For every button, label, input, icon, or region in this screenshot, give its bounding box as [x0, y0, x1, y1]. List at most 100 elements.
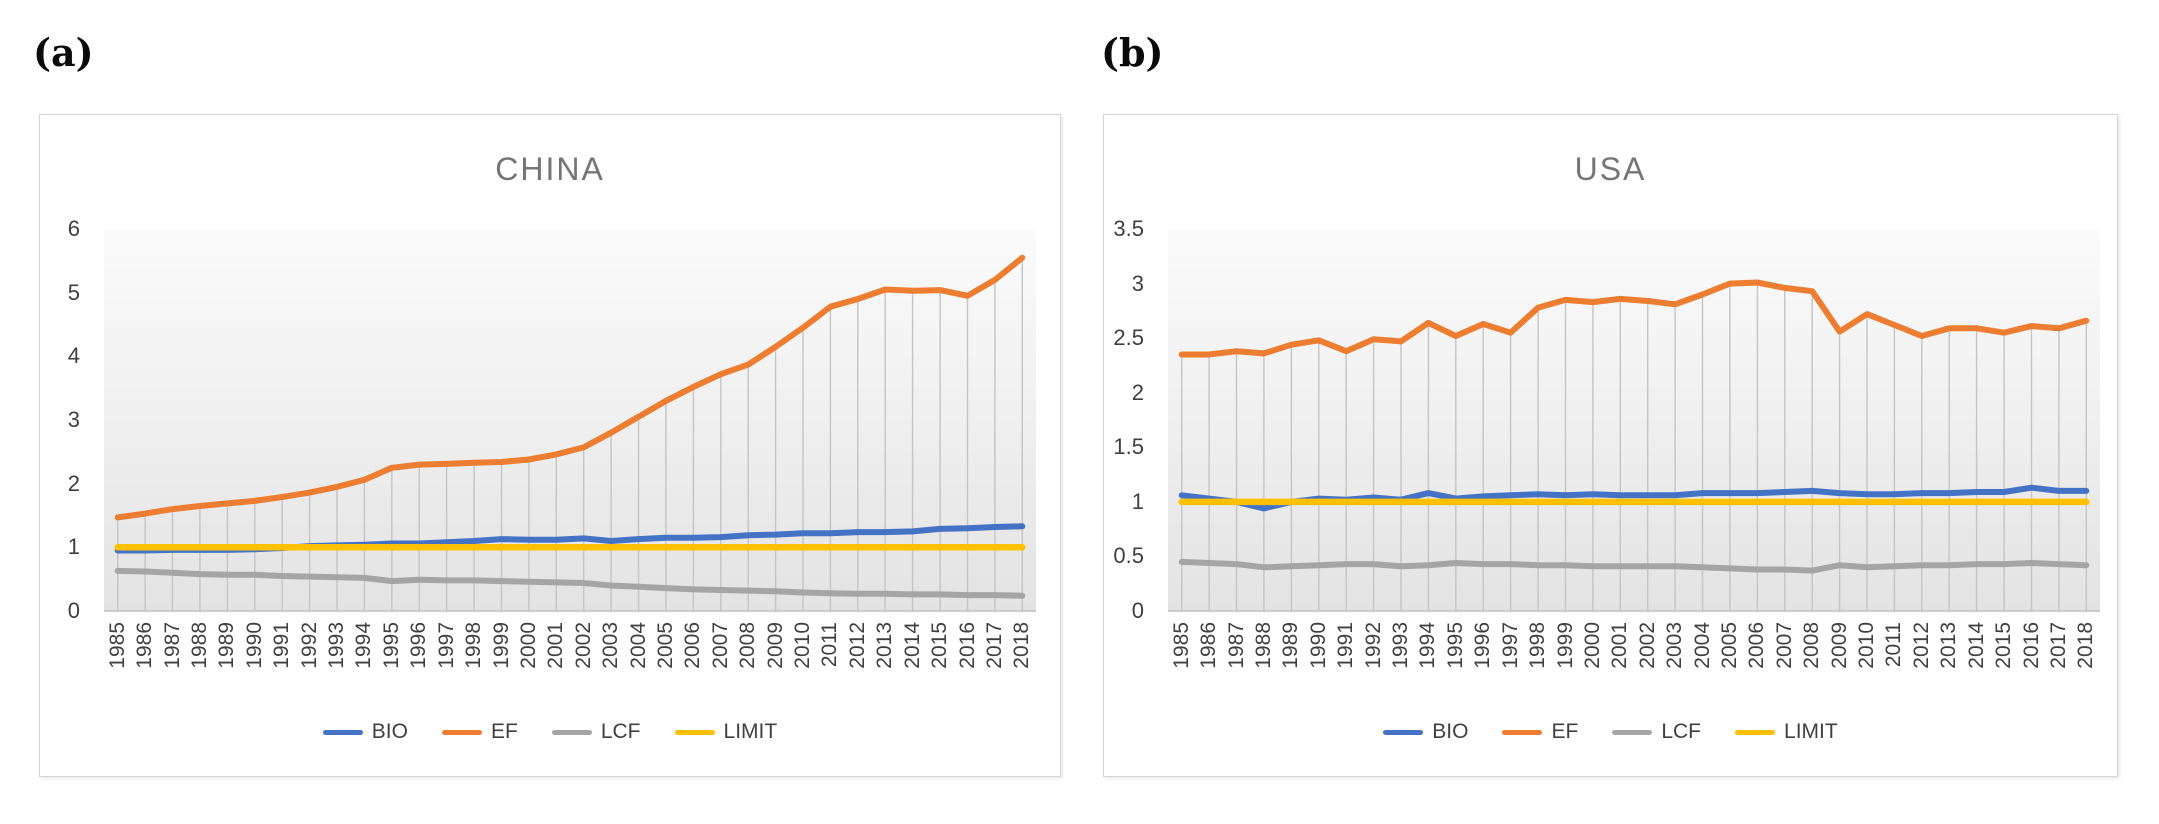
- legend-label: LCF: [1661, 720, 1702, 743]
- series-line-lcf: [114, 567, 1026, 599]
- legend-marker-limit: [1735, 729, 1776, 735]
- y-axis-label: 2: [1131, 379, 1144, 405]
- x-axis-label: 2002: [1635, 622, 1659, 669]
- x-axis-label: 1991: [1334, 622, 1358, 669]
- x-axis-label: 1998: [462, 622, 486, 669]
- series-line-ef: [114, 254, 1026, 521]
- legend-item-bio: BIO: [1383, 720, 1468, 744]
- legend-item-bio: BIO: [322, 720, 408, 744]
- y-axis-label: 4: [67, 343, 80, 369]
- x-axis-label: 2005: [1717, 622, 1741, 669]
- y-axis-label: 2.5: [1113, 325, 1144, 351]
- x-axis-label: 2011: [1882, 622, 1906, 668]
- legend-marker-ef: [1502, 729, 1543, 735]
- legend-marker-limit: [674, 729, 715, 735]
- x-axis-label: 1985: [105, 622, 129, 669]
- x-axis-label: 1985: [1169, 622, 1193, 669]
- x-axis-label: 2009: [1827, 622, 1851, 669]
- legend-china: BIO EF LCF LIMIT: [40, 715, 1060, 749]
- legend-label: EF: [490, 720, 518, 743]
- x-axis-label: 2014: [1964, 622, 1988, 669]
- x-axis-label: 2006: [1745, 622, 1769, 669]
- x-axis-label: 1986: [133, 622, 157, 669]
- x-axis-label: 1994: [1416, 622, 1440, 669]
- legend-usa: BIO EF LCF LIMIT: [1104, 715, 2117, 749]
- x-axis-label: 2008: [736, 622, 760, 669]
- legend-marker-ef: [441, 729, 482, 735]
- x-axis-label: 2004: [626, 622, 650, 669]
- panel-a-label: (a): [33, 30, 94, 75]
- x-axis-label: 1993: [1389, 622, 1412, 669]
- y-axis-label: 3: [1131, 270, 1144, 296]
- x-axis-label: 1992: [297, 622, 321, 669]
- chart-plot-usa: 0 0.5 1 1.5 2 2.5 3 3.5 1985 1986 1987 1988 1989 1990…: [1104, 115, 2124, 778]
- x-axis-label: 1995: [1443, 622, 1467, 669]
- x-axis-label: 2001: [1608, 622, 1632, 669]
- x-axis-label: 1999: [1553, 622, 1577, 669]
- x-axis-label: 1987: [160, 622, 184, 669]
- y-axis-label: 0: [67, 598, 80, 623]
- y-axis-label: 1: [1131, 488, 1144, 514]
- x-axis-label: 2010: [791, 622, 814, 669]
- x-axis-label: 1994: [352, 622, 376, 669]
- x-axis-label: 2015: [1992, 622, 2016, 669]
- x-axis-label: 1991: [270, 622, 294, 669]
- legend-label: LIMIT: [1784, 720, 1838, 743]
- x-axis-label: 2002: [571, 622, 595, 669]
- x-axis-label: 2017: [982, 622, 1006, 669]
- legend-item-limit: LIMIT: [674, 720, 777, 744]
- chart-title-usa: USA: [1574, 151, 1647, 187]
- legend-item-limit: LIMIT: [1735, 720, 1838, 744]
- legend-label: BIO: [1432, 720, 1469, 743]
- x-axis-label: 2010: [1855, 622, 1878, 669]
- legend-marker-bio: [322, 729, 363, 735]
- chart-panel-usa: USA 0 0.5 1 1.5 2 2.5 3 3.5 1985 1986 1987 1988 1989…: [1103, 114, 2118, 777]
- x-axis-label: 1990: [1306, 622, 1330, 669]
- x-axis-label: 2001: [544, 622, 568, 669]
- x-axis-label: 2014: [900, 622, 924, 669]
- x-axis-label: 1992: [1361, 622, 1385, 669]
- x-axis-label: 2012: [1909, 622, 1933, 669]
- x-axis-label: 2015: [928, 622, 952, 669]
- y-axis-label: 6: [67, 216, 80, 241]
- y-axis-label: 3: [67, 407, 80, 432]
- plot-area: [104, 229, 1036, 611]
- x-axis-label: 2003: [599, 622, 623, 669]
- x-axis-label: 2003: [1663, 622, 1687, 669]
- x-axis-label: 1990: [242, 622, 266, 669]
- x-axis-label: 1989: [1279, 622, 1303, 669]
- x-axis-label: 2016: [2019, 622, 2043, 669]
- legend-label: BIO: [371, 720, 408, 743]
- y-axis-label: 0.5: [1113, 543, 1144, 569]
- y-axis-label: 1: [67, 534, 80, 560]
- series-line-ef: [1178, 279, 2090, 358]
- x-axis-label: 2011: [818, 622, 842, 668]
- x-axis-label: 1986: [1197, 622, 1221, 669]
- x-axis-label: 1997: [434, 622, 458, 669]
- x-axis-label: 2008: [1800, 622, 1824, 669]
- legend-label: EF: [1551, 720, 1579, 743]
- x-axis-label: 2016: [955, 622, 979, 669]
- legend-item-ef: EF: [441, 720, 518, 744]
- x-axis-label: 2017: [2046, 622, 2070, 669]
- x-axis-label: 2013: [1937, 622, 1961, 669]
- x-axis-label: 2007: [1772, 622, 1796, 669]
- x-axis-label: 1998: [1526, 622, 1550, 669]
- y-axis-label: 1.5: [1113, 434, 1144, 460]
- y-axis-label: 0: [1131, 598, 1144, 623]
- legend-marker-bio: [1383, 729, 1424, 735]
- x-axis-label: 1993: [325, 622, 348, 669]
- x-axis-label: 1988: [1251, 622, 1275, 669]
- panel-b-label: (b): [1101, 30, 1164, 75]
- legend-item-ef: EF: [1502, 720, 1578, 744]
- y-axis-label: 5: [67, 279, 80, 305]
- x-axis-label: 2018: [2074, 622, 2098, 669]
- x-axis-label: 2012: [845, 622, 869, 669]
- legend-marker-lcf: [1612, 729, 1653, 735]
- x-axis-label: 2000: [1580, 622, 1604, 669]
- x-axis-label: 2009: [763, 622, 787, 669]
- x-axis-label: 2006: [681, 622, 705, 669]
- chart-svg-china: [104, 229, 1036, 612]
- x-axis-label: 1995: [379, 622, 403, 669]
